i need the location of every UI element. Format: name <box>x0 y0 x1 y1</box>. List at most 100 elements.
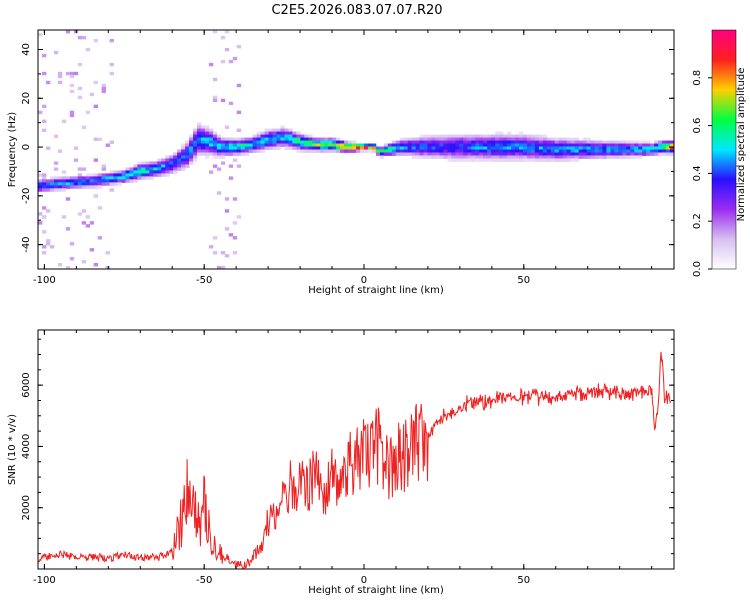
heatmap-cell <box>73 179 79 183</box>
heatmap-cell <box>105 179 110 183</box>
heatmap-cell <box>137 173 142 177</box>
heatmap-cell <box>606 155 611 159</box>
heatmap-cell <box>216 140 222 144</box>
heatmap-cell <box>630 149 635 153</box>
heatmap-cell <box>670 152 675 156</box>
heatmap-cell <box>189 149 194 153</box>
heatmap-cell <box>518 158 524 162</box>
heatmap-cell <box>61 176 67 180</box>
heatmap-cell <box>77 212 83 216</box>
heatmap-cell <box>49 185 55 189</box>
heatmap-cell <box>666 140 671 144</box>
heatmap-cell <box>455 158 460 162</box>
heatmap-cell <box>189 140 194 144</box>
heatmap-cell <box>320 140 325 144</box>
heatmap-cell <box>582 143 587 147</box>
heatmap-cell <box>463 158 468 162</box>
heatmap-cell <box>562 149 568 153</box>
heatmap-cell <box>77 62 83 67</box>
heatmap-cell <box>328 137 333 141</box>
heatmap-cell <box>212 30 218 34</box>
heatmap-cell <box>49 179 55 183</box>
heatmap-cell <box>546 143 552 147</box>
heatmap-cell <box>288 143 293 147</box>
heatmap-cell <box>443 143 448 147</box>
heatmap-cell <box>630 155 635 159</box>
heatmap-cell <box>447 140 452 144</box>
heatmap-cell <box>224 197 230 201</box>
heatmap-cell <box>276 140 281 144</box>
heatmap-cell <box>622 155 627 159</box>
heatmap-cell <box>582 152 587 156</box>
heatmap-cell <box>157 170 162 174</box>
heatmap-cell <box>236 152 242 156</box>
heatmap-cell <box>491 152 496 156</box>
heatmap-cell <box>212 134 218 138</box>
heatmap-cell <box>41 53 47 58</box>
heatmap-cell <box>93 263 99 267</box>
heatmap-cell <box>89 248 95 252</box>
heatmap-cell <box>483 140 488 144</box>
heatmap-cell <box>89 92 95 97</box>
heatmap-cell <box>419 152 424 156</box>
heatmap-cell <box>41 245 47 249</box>
heatmap-cell <box>145 167 150 171</box>
heatmap-cell <box>594 152 599 156</box>
heatmap-cell <box>248 146 254 150</box>
heatmap-cell <box>252 140 258 144</box>
heatmap-cell <box>121 176 126 180</box>
heatmap-cell <box>391 140 397 144</box>
heatmap-cell <box>145 176 150 180</box>
heatmap-cell <box>642 152 647 156</box>
heatmap-cell <box>41 251 47 255</box>
heatmap-cell <box>499 155 504 159</box>
heatmap-cell <box>411 137 417 141</box>
heatmap-cell <box>443 149 448 153</box>
heatmap-cell <box>173 167 178 171</box>
heatmap-cell <box>224 152 230 156</box>
heatmap-cell <box>268 137 273 141</box>
heatmap-cell <box>578 143 583 147</box>
heatmap-cell <box>526 137 532 141</box>
heatmap-cell <box>296 149 301 153</box>
heatmap-cell <box>427 137 432 141</box>
heatmap-cell <box>451 137 456 141</box>
heatmap-cell <box>181 146 186 150</box>
heatmap-cell <box>197 134 202 138</box>
heatmap-cell <box>177 149 182 153</box>
heatmap-cell <box>332 137 337 141</box>
heatmap-cell <box>487 143 492 147</box>
heatmap-cell <box>185 155 190 159</box>
heatmap-cell <box>356 146 361 150</box>
heatmap-cell <box>244 137 250 141</box>
heatmap-cell <box>189 152 194 156</box>
heatmap-cell <box>399 149 405 153</box>
heatmap-cell <box>530 143 536 147</box>
heatmap-cell <box>666 152 671 156</box>
heatmap-cell <box>272 140 277 144</box>
heatmap-cell <box>41 71 47 76</box>
heatmap-cell <box>117 179 122 183</box>
heatmap-cell <box>538 155 544 159</box>
heatmap-cell <box>268 140 273 144</box>
heatmap-cell <box>101 89 106 94</box>
y-tick-label: -20 <box>21 188 32 204</box>
heatmap-cell <box>197 152 202 156</box>
heatmap-cell <box>479 134 484 138</box>
spectrogram-plot-frame <box>37 29 675 270</box>
heatmap-cell <box>483 137 488 141</box>
heatmap-cell <box>81 209 87 213</box>
heatmap-cell <box>511 146 516 150</box>
heatmap-cell <box>546 149 552 153</box>
heatmap-cell <box>292 131 297 135</box>
heatmap-cell <box>212 98 218 103</box>
heatmap-cell <box>236 143 242 147</box>
heatmap-cell <box>550 152 556 156</box>
heatmap-cell <box>69 257 75 261</box>
heatmap-cell <box>471 140 476 144</box>
heatmap-cell <box>208 128 214 132</box>
heatmap-cell <box>65 185 71 189</box>
heatmap-cell <box>515 152 520 156</box>
heatmap-cell <box>590 140 595 144</box>
heatmap-cell <box>534 149 540 153</box>
